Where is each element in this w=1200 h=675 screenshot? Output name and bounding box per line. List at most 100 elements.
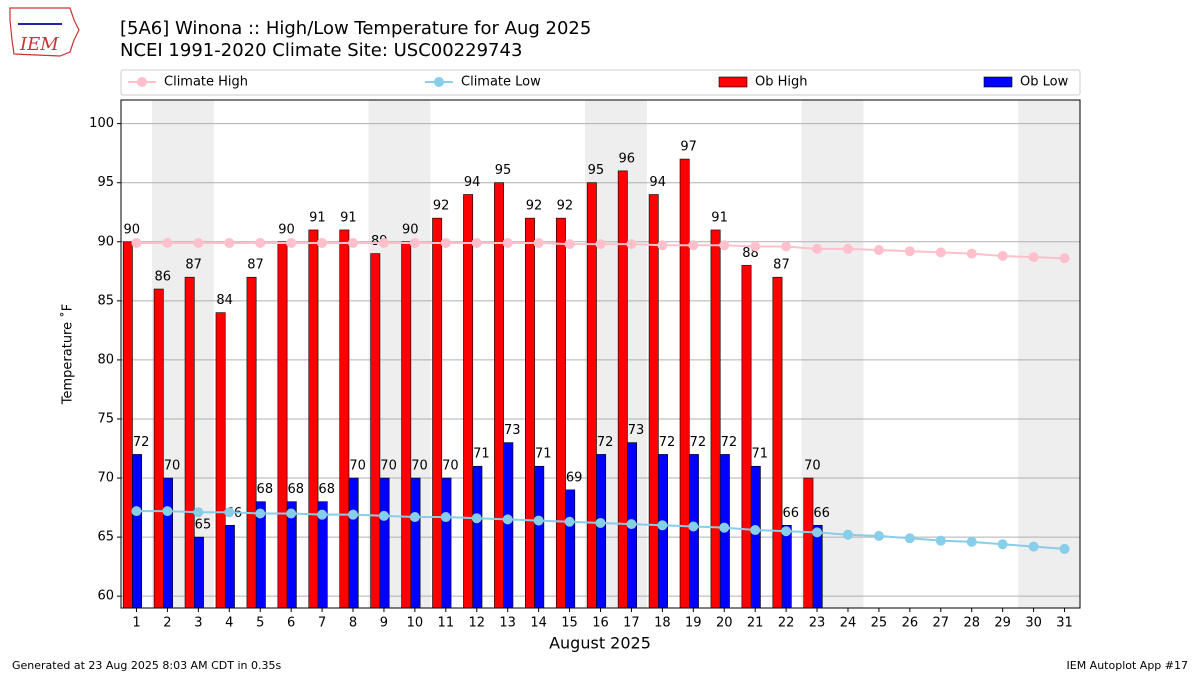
data-label: 84 [216,293,233,308]
x-tick-label: 26 [902,616,919,631]
footer-left: Generated at 23 Aug 2025 8:03 AM CDT in … [12,659,281,672]
point [162,237,173,248]
point [409,237,420,248]
point [131,506,142,517]
bar [277,241,288,609]
data-label: 96 [619,151,636,166]
data-label: 94 [464,175,481,190]
y-tick-label: 65 [97,530,114,545]
x-tick-label: 30 [1025,616,1042,631]
bar [339,229,350,609]
shade-band [1018,100,1050,608]
point [317,509,328,520]
point [842,529,853,540]
x-tick-label: 28 [963,616,980,631]
point [966,248,977,259]
data-label: 90 [402,222,419,237]
bar [163,477,173,609]
point [131,237,142,248]
point [935,247,946,258]
x-tick-label: 18 [654,616,671,631]
bar [246,276,257,609]
bar [132,454,143,609]
data-label: 91 [309,210,326,225]
legend-swatch [983,76,1013,88]
x-tick-label: 1 [132,616,140,631]
data-label: 72 [133,435,150,450]
data-label: 87 [773,258,790,273]
bar [648,194,659,609]
x-tick-label: 5 [256,616,264,631]
data-label: 94 [649,175,666,190]
legend-label: Climate High [164,75,248,90]
data-label: 70 [380,459,397,474]
point [626,519,637,530]
data-label: 68 [318,482,335,497]
x-tick-label: 3 [194,616,202,631]
point [719,522,730,533]
x-tick-label: 14 [530,616,547,631]
x-tick-label: 12 [468,616,485,631]
bar [370,253,381,609]
point [502,514,513,525]
legend-box [120,69,1081,96]
data-label: 70 [442,459,459,474]
shade-band [1049,100,1080,608]
bar [308,229,319,609]
x-tick-label: 27 [933,616,950,631]
x-tick-label: 6 [287,616,295,631]
x-tick-label: 4 [225,616,233,631]
point [626,239,637,250]
data-label: 95 [588,163,605,178]
legend-marker [137,77,147,87]
point [781,241,792,252]
data-label: 68 [257,482,274,497]
x-tick-label: 19 [685,616,702,631]
point [378,510,389,521]
x-tick-label: 2 [163,616,171,631]
bar [503,442,514,609]
point [842,243,853,254]
logo-text: IEM [19,34,59,55]
data-label: 73 [504,423,521,438]
point [750,241,761,252]
data-label: 65 [195,518,212,533]
point [1028,541,1039,552]
point [904,246,915,257]
data-label: 73 [628,423,645,438]
bar [122,241,133,609]
logo-outline [9,7,80,57]
bar [555,217,566,609]
x-tick-label: 7 [318,616,326,631]
x-tick-label: 8 [349,616,357,631]
legend-marker [434,77,444,87]
point [224,507,235,518]
bar [534,465,545,609]
x-tick-label: 24 [840,616,857,631]
point [378,237,389,248]
point [409,512,420,523]
point [286,508,297,519]
data-label: 87 [185,258,202,273]
point [873,530,884,541]
y-tick-label: 60 [97,589,114,604]
bar [803,477,814,609]
x-axis-label: August 2025 [549,634,651,653]
y-tick-label: 100 [89,116,114,131]
data-label: 92 [557,199,574,214]
point [595,239,606,250]
bar [194,536,204,609]
point [193,237,204,248]
data-label: 66 [782,506,799,521]
data-label: 69 [566,470,583,485]
bar [379,477,390,609]
data-label: 66 [813,506,830,521]
bar [441,477,452,609]
data-label: 92 [526,199,543,214]
point [471,237,482,248]
bar [401,241,412,609]
footer-right: IEM Autoplot App #17 [1067,659,1189,672]
bar [215,312,226,609]
point [502,237,513,248]
bar [679,158,690,609]
